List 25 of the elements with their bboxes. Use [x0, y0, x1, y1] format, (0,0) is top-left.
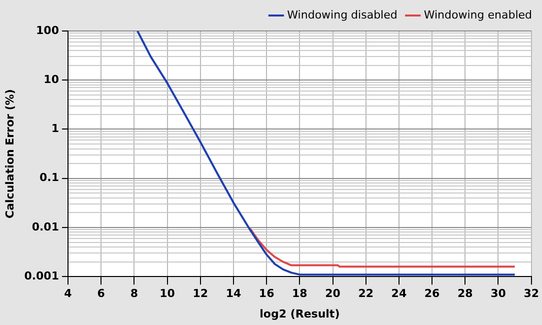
y-tick-label: 10: [44, 72, 60, 86]
x-tick-label: 4: [64, 287, 72, 300]
x-tick-label: 20: [325, 287, 341, 300]
y-tick-label: 100: [36, 24, 60, 37]
x-tick-label: 18: [292, 287, 308, 300]
x-tick-label: 16: [258, 287, 275, 300]
y-axis-title: Calculation Error (%): [3, 89, 16, 218]
x-tick-label: 30: [490, 287, 506, 300]
x-tick-label: 10: [160, 287, 176, 300]
x-tick-label: 14: [226, 287, 242, 300]
x-tick-label: 8: [130, 287, 138, 300]
y-tick-label: 0.01: [32, 220, 59, 234]
x-tick-label: 22: [358, 287, 374, 300]
x-tick-label: 24: [391, 287, 407, 300]
y-tick-label: 1: [51, 122, 59, 136]
x-tick-label: 28: [457, 287, 473, 300]
x-tick-label: 12: [192, 287, 208, 300]
legend-label: Windowing enabled: [424, 8, 532, 22]
legend-label: Windowing disabled: [287, 8, 398, 22]
x-tick-label: 26: [424, 287, 440, 300]
y-tick-label: 0.001: [24, 269, 59, 282]
x-axis-title: log2 (Result): [260, 307, 340, 320]
y-tick-label: 0.1: [39, 171, 59, 184]
x-tick-label: 6: [97, 287, 106, 300]
x-tick-label: 32: [524, 287, 539, 300]
